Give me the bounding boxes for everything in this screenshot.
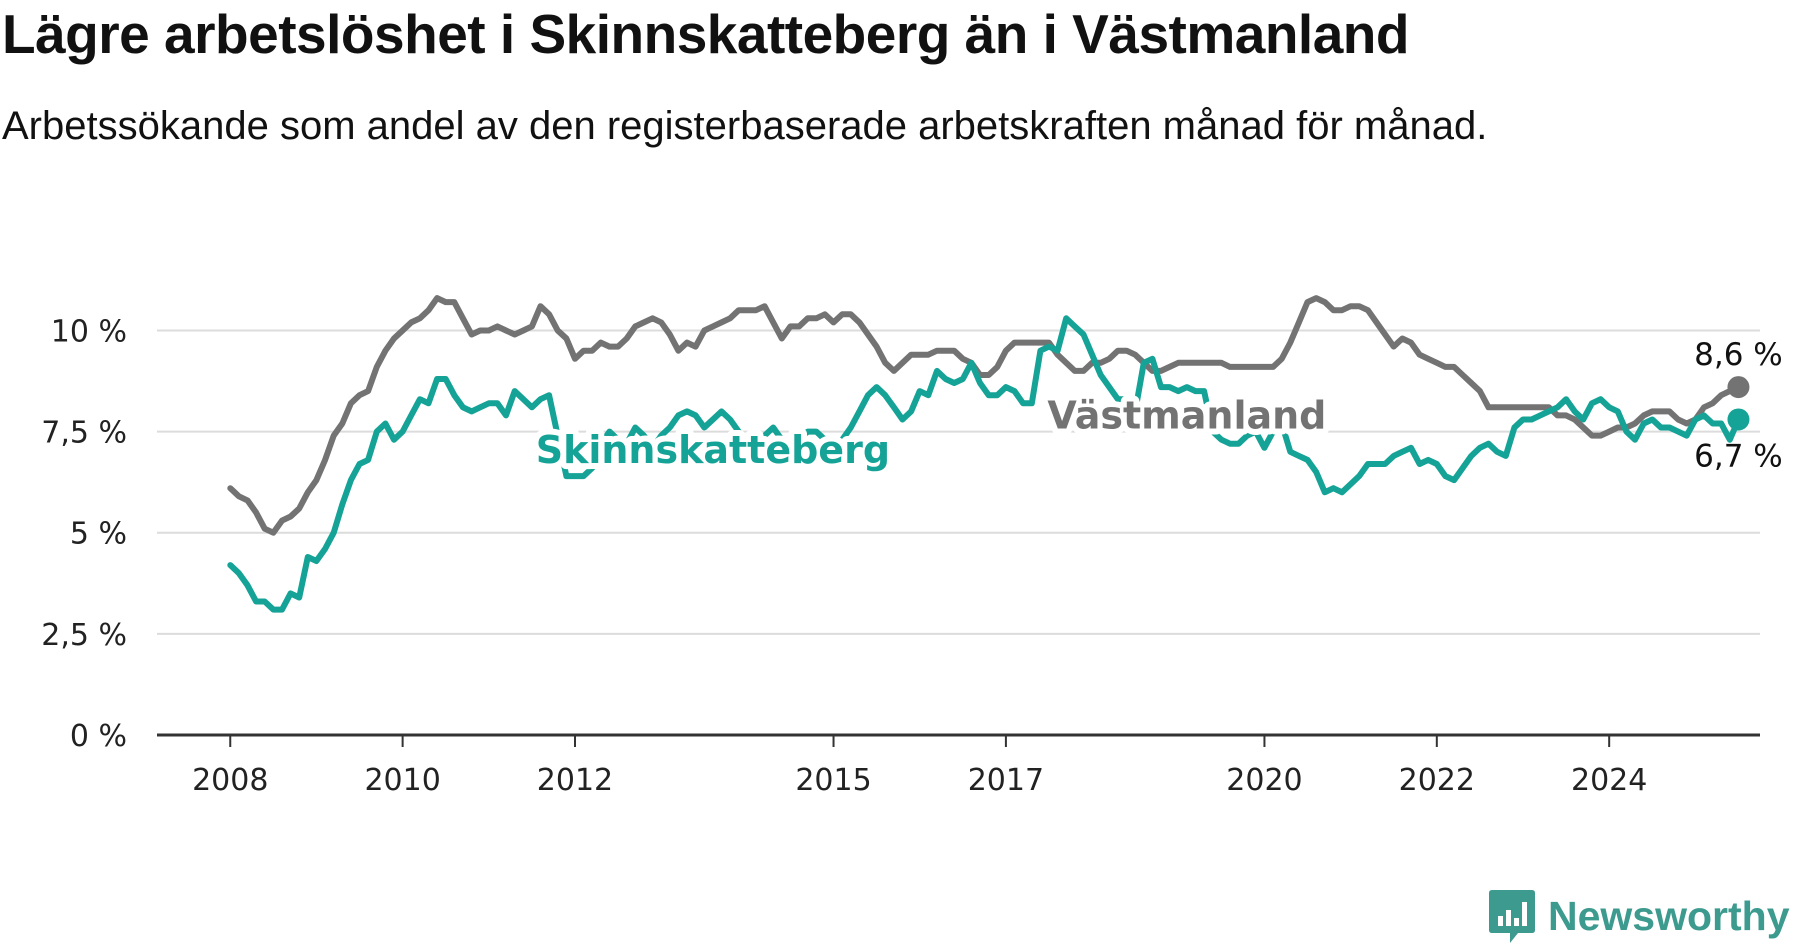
x-tick-label: 2020: [1226, 763, 1302, 798]
series-line-vastmanland: [227, 295, 1742, 536]
x-tick-label: 2022: [1399, 763, 1475, 798]
x-tick-label: 2024: [1571, 763, 1647, 798]
y-tick-label: 2,5 %: [41, 618, 127, 653]
brand: Newsworthy: [1488, 888, 1790, 944]
series-label-halo-skinnskatteberg: Skinnskatteberg: [536, 428, 890, 472]
series-lines: [227, 295, 1750, 613]
x-tick-label: 2017: [968, 763, 1044, 798]
x-tick-label: 2015: [795, 763, 871, 798]
y-tick-label: 7,5 %: [41, 416, 127, 451]
x-tick-label: 2012: [537, 763, 613, 798]
labels: VästmanlandVästmanlandSkinnskattebergSki…: [530, 337, 1783, 478]
end-point-skinnskatteberg: [1727, 408, 1750, 431]
chart-subtitle: Arbetssökande som andel av den registerb…: [2, 104, 1488, 148]
end-value-label-skinnskatteberg: 6,7 %: [1694, 438, 1783, 474]
brand-name: Newsworthy: [1548, 892, 1790, 939]
axes: 0 % 2,5 % 5 % 7,5 % 10 % 2008 2010 2012 2015 2017…: [41, 314, 1760, 798]
series-line-skinnskatteberg: [227, 315, 1742, 613]
x-tick-label: 2010: [364, 763, 440, 798]
chart-title: Lägre arbetslöshet i Skinnskatteberg än …: [2, 3, 1410, 65]
series-label-vastmanland: Västmanland: [1047, 393, 1326, 437]
x-tick-label: 2008: [192, 763, 268, 798]
series-label-skinnskatteberg: Skinnskatteberg: [536, 428, 890, 472]
end-point-vastmanland: [1727, 376, 1750, 399]
newsworthy-logo-icon: [1489, 890, 1535, 943]
gridlines: [157, 329, 1760, 635]
y-tick-label: 5 %: [70, 517, 127, 552]
y-tick-label: 0 %: [70, 719, 127, 754]
y-tick-label: 10 %: [51, 314, 127, 349]
series-label-halo-vastmanland: Västmanland: [1047, 393, 1326, 437]
end-value-label-vastmanland: 8,6 %: [1694, 337, 1783, 373]
